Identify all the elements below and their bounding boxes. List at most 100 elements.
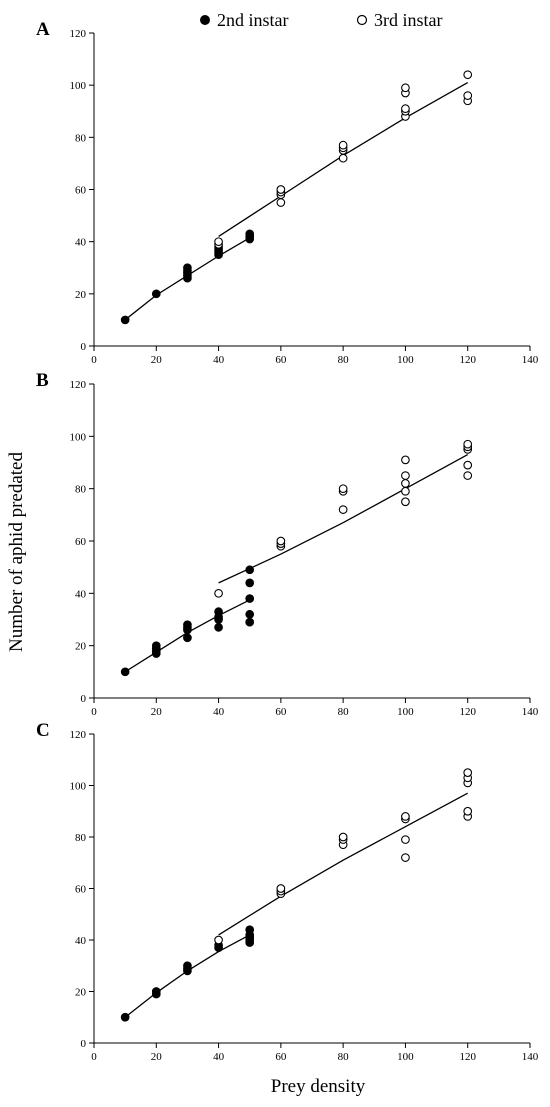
panel-c: C 0 20 40 60 80 100 120 0 20 40 60 80 100 120 140: [36, 720, 539, 1063]
x-tick-label: 80: [338, 354, 350, 366]
x-tick-label: 80: [338, 706, 350, 718]
data-point-2nd-instar: [245, 594, 255, 603]
data-point-3rd-instar: [401, 497, 410, 507]
data-point-3rd-instar: [401, 853, 410, 862]
data-point-3rd-instar: [401, 471, 410, 480]
x-tick-label: 120: [459, 354, 476, 366]
x-tick-label: 0: [91, 354, 97, 366]
y-tick-label: 80: [75, 484, 87, 496]
x-tick-label: 20: [151, 1051, 163, 1063]
data-point-3rd-instar: [463, 70, 473, 80]
y-tick-label: 80: [75, 132, 87, 144]
data-point-3rd-instar: [463, 460, 473, 470]
data-point-2nd-instar: [120, 667, 130, 677]
y-tick-label: 40: [75, 935, 87, 947]
y-tick-label: 20: [75, 641, 87, 653]
x-tick-label: 100: [397, 706, 414, 718]
y-tick-label: 0: [81, 693, 87, 705]
y-tick-label: 60: [75, 185, 87, 197]
y-tick-label: 0: [81, 1038, 87, 1050]
y-tick-label: 100: [70, 431, 87, 443]
data-point-3rd-instar: [401, 455, 410, 465]
data-point-3rd-instar: [338, 140, 348, 150]
data-point-2nd-instar: [214, 607, 223, 617]
data-point-3rd-instar: [276, 536, 286, 546]
x-axis-title: Prey density: [271, 1076, 366, 1097]
legend-label-3rd-instar: 3rd instar: [374, 10, 442, 30]
data-point-2nd-instar: [214, 622, 223, 632]
x-tick-label: 20: [151, 706, 163, 718]
data-point-2nd-instar: [120, 1012, 130, 1022]
fit-curve-3rd-instar: [218, 792, 469, 936]
y-tick-label: 20: [75, 289, 87, 301]
data-point-3rd-instar: [338, 484, 348, 494]
x-tick-label: 140: [522, 706, 539, 718]
x-tick-label: 100: [397, 354, 414, 366]
fit-curve-3rd-instar: [218, 454, 469, 584]
data-point-3rd-instar: [338, 832, 348, 842]
panel-label: C: [36, 720, 50, 741]
data-point-3rd-instar: [214, 588, 223, 598]
x-tick-label: 40: [213, 354, 225, 366]
data-point-3rd-instar: [463, 439, 473, 449]
legend: 2nd instar 3rd instar: [200, 10, 442, 30]
panel-a: A 0 20 40 60 80 100 120 0 20 40 60 80 100 120 140: [36, 19, 539, 366]
data-point-2nd-instar: [245, 609, 255, 619]
data-point-2nd-instar: [183, 263, 192, 273]
x-tick-label: 20: [151, 354, 163, 366]
data-point-2nd-instar: [245, 229, 255, 239]
y-tick-label: 20: [75, 987, 87, 999]
data-point-3rd-instar: [276, 185, 286, 194]
panels: A 0 20 40 60 80 100 120 0 20 40 60 80 100 120 140 B 0 20 40…: [36, 19, 539, 1063]
y-tick-label: 120: [70, 28, 87, 40]
panel-b: B 0 20 40 60 80 100 120 0 20 40 60 80 100 120 140: [36, 370, 539, 718]
x-tick-label: 40: [213, 1051, 225, 1063]
data-point-2nd-instar: [151, 289, 161, 299]
y-tick-label: 120: [70, 729, 87, 741]
legend-marker-2nd-instar: [200, 15, 210, 25]
data-point-3rd-instar: [214, 237, 223, 247]
data-point-3rd-instar: [401, 812, 410, 821]
x-tick-label: 120: [459, 1051, 476, 1063]
data-point-2nd-instar: [151, 987, 161, 996]
data-point-2nd-instar: [183, 961, 192, 971]
y-tick-label: 40: [75, 588, 87, 600]
data-point-3rd-instar: [276, 198, 286, 207]
panel-label: B: [36, 370, 49, 391]
data-point-3rd-instar: [276, 884, 286, 893]
x-tick-label: 80: [338, 1051, 350, 1063]
y-tick-label: 0: [81, 341, 87, 353]
y-tick-label: 80: [75, 832, 87, 844]
y-tick-label: 100: [70, 781, 87, 793]
y-axis-title: Number of aphid predated: [6, 452, 27, 652]
data-point-2nd-instar: [245, 925, 255, 935]
x-tick-label: 60: [275, 354, 287, 366]
data-point-2nd-instar: [151, 641, 161, 651]
y-tick-label: 40: [75, 237, 87, 249]
data-point-2nd-instar: [245, 578, 255, 588]
data-point-3rd-instar: [463, 471, 473, 480]
fit-curve-2nd-instar: [124, 934, 251, 1018]
panel-label: A: [36, 19, 50, 40]
data-point-3rd-instar: [401, 83, 410, 93]
data-point-3rd-instar: [401, 104, 410, 113]
data-point-3rd-instar: [214, 935, 223, 945]
y-tick-label: 60: [75, 884, 87, 896]
data-point-2nd-instar: [183, 633, 192, 643]
data-point-3rd-instar: [401, 486, 410, 496]
data-point-3rd-instar: [463, 768, 473, 777]
data-point-2nd-instar: [183, 620, 192, 630]
x-tick-label: 100: [397, 1051, 414, 1063]
data-point-3rd-instar: [338, 505, 348, 514]
data-point-3rd-instar: [463, 806, 473, 816]
data-point-2nd-instar: [245, 617, 255, 627]
y-tick-label: 120: [70, 379, 87, 391]
data-point-3rd-instar: [401, 835, 410, 844]
x-tick-label: 140: [522, 1051, 539, 1063]
y-tick-label: 60: [75, 536, 87, 548]
x-tick-label: 60: [275, 1051, 287, 1063]
x-tick-label: 40: [213, 706, 225, 718]
x-tick-label: 120: [459, 706, 476, 718]
data-point-2nd-instar: [120, 315, 130, 325]
